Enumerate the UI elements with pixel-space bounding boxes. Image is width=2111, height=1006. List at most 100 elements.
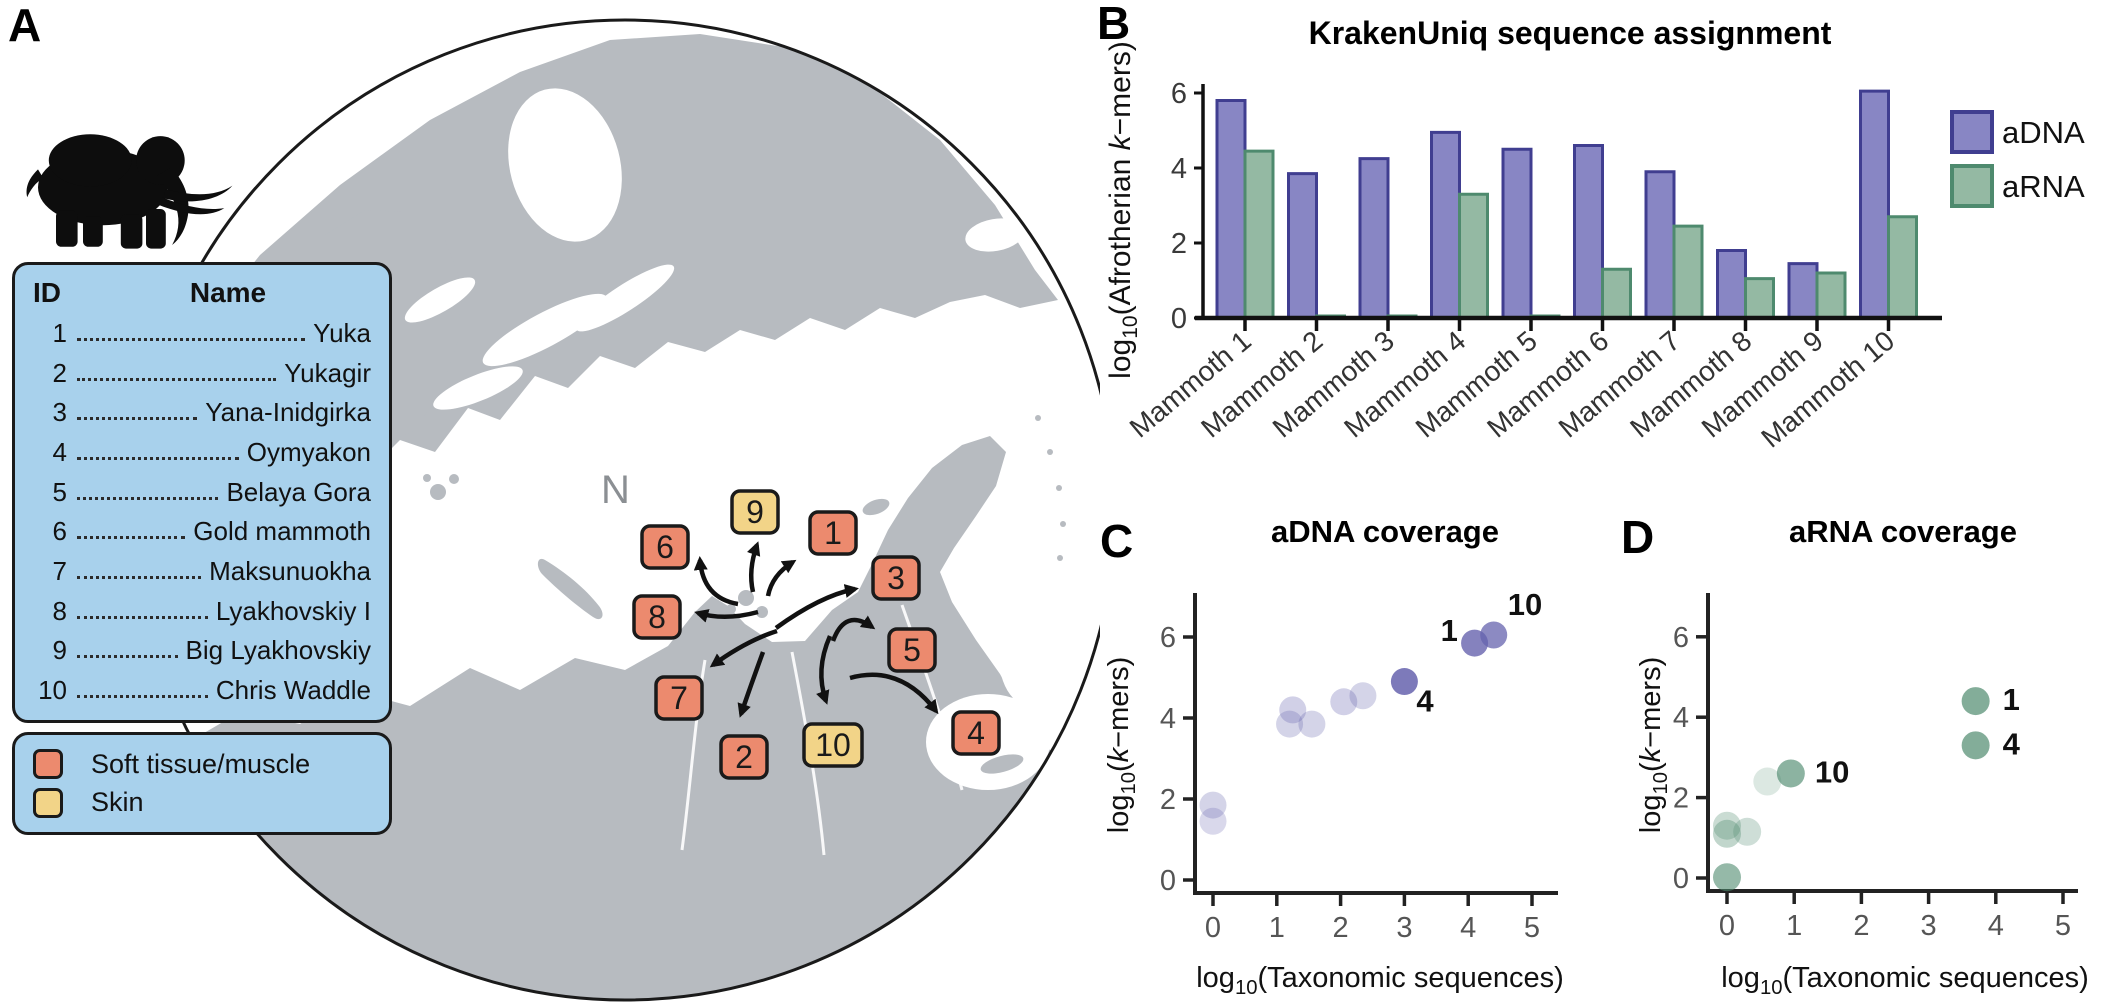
- scatter-y-label: log10(k−mers): [1635, 657, 1672, 833]
- scatter-point: [1276, 710, 1304, 738]
- sample-id: 9: [52, 635, 67, 666]
- sample-marker-7: 7: [654, 675, 704, 721]
- id-table-row: 5 Belaya Gora: [33, 479, 371, 505]
- scatter-y-tick: 0: [1673, 863, 1689, 895]
- scatter-x-tick: 1: [1786, 910, 1802, 942]
- scatter-x-label: log10(Taxonomic sequences): [1196, 962, 1564, 999]
- scatter-point: [1776, 759, 1805, 788]
- tissue-legend-row: Soft tissue/muscle: [33, 749, 371, 780]
- map-arrow: [737, 651, 766, 718]
- scatter-point: [1713, 863, 1741, 892]
- bar-arna-8: [1744, 277, 1775, 320]
- map-arrow: [849, 672, 939, 715]
- scatter-y-tick: 0: [1160, 865, 1176, 897]
- legend-swatch-adna: [1950, 110, 1994, 154]
- tissue-label: Skin: [91, 787, 144, 818]
- id-table-header: ID Name: [33, 277, 371, 309]
- bar-arna-6: [1601, 267, 1632, 320]
- tissue-label: Soft tissue/muscle: [91, 748, 311, 779]
- scatter-x-tick: 4: [1460, 912, 1476, 944]
- sample-marker-4: 4: [951, 710, 1001, 756]
- id-header: ID: [33, 277, 61, 308]
- soft-swatch: [33, 749, 63, 780]
- bar-arna-7: [1672, 224, 1704, 320]
- svg-text:8: 8: [648, 599, 666, 635]
- scatter-x-tick: 3: [1396, 912, 1412, 944]
- scatter-title: aDNA coverage: [1271, 514, 1499, 549]
- sample-name: Yuka: [313, 317, 371, 348]
- dot-leader: [77, 655, 178, 659]
- sample-marker-1: 1: [808, 510, 858, 556]
- sample-marker-9: 9: [730, 489, 780, 535]
- dot-leader: [77, 695, 208, 699]
- id-table-row: 2 Yukagir: [33, 360, 371, 386]
- id-table-row: 6 Gold mammoth: [33, 518, 371, 544]
- scatter-point: [1349, 682, 1377, 710]
- scatter-point: [1330, 688, 1358, 716]
- point-label-10: 10: [1508, 587, 1542, 622]
- map-arrow: [693, 556, 739, 607]
- sample-name: Lyakhovskiy I: [215, 595, 371, 626]
- sample-id: 3: [52, 397, 67, 428]
- point-label-1: 1: [2003, 682, 2020, 717]
- bar-y-label: log10(Afrotherian k−mers): [1104, 41, 1142, 379]
- scatter-y-label: log10(k−mers): [1103, 657, 1140, 833]
- bar-y-tick: 0: [1171, 303, 1187, 335]
- map-arrow: [765, 559, 797, 597]
- scatter-x-tick: 5: [2055, 910, 2071, 942]
- scatter-x-tick: 3: [1921, 910, 1937, 942]
- bar-adna-8: [1716, 249, 1747, 320]
- scatter-x-label: log10(Taxonomic sequences): [1721, 962, 2089, 999]
- arna-coverage-scatter: aRNA coverage 0 1 2 3 4 5 0 2 4 6 log10(Taxonomic s…: [1635, 514, 2089, 999]
- svg-text:7: 7: [670, 680, 688, 716]
- id-table-row: 10 Chris Waddle: [33, 677, 371, 703]
- bar-series: [1215, 89, 1918, 320]
- sample-marker-8: 8: [632, 594, 682, 640]
- bar-arna-1: [1243, 149, 1275, 320]
- scatter-y-tick: 6: [1160, 622, 1176, 654]
- panel-label-d: D: [1621, 511, 1655, 563]
- scatter-x-tick: 2: [1333, 912, 1349, 944]
- svg-text:6: 6: [656, 529, 674, 565]
- scatter-point: [1480, 621, 1508, 649]
- point-label-10: 10: [1815, 754, 1849, 789]
- bar-legend: aDNA aRNA: [1950, 110, 2085, 208]
- sample-id: 4: [52, 436, 67, 467]
- svg-text:4: 4: [967, 715, 985, 751]
- panel-label-b: B: [1097, 0, 1131, 49]
- dot-leader: [77, 337, 306, 341]
- krakenuniq-bar-chart: KrakenUniq sequence assignment 0 2 4 6 log10(…: [1104, 15, 2085, 454]
- sample-id: 10: [38, 675, 67, 706]
- bar-y-tick: 6: [1171, 78, 1187, 110]
- sample-id: 5: [52, 476, 67, 507]
- north-label: N: [601, 468, 630, 512]
- tissue-legend: Soft tissue/muscle Skin: [12, 732, 392, 835]
- dispersal-arrows: [693, 541, 939, 718]
- bar-adna-1: [1215, 99, 1247, 320]
- map-arrow: [816, 635, 833, 705]
- sample-name: Maksunuokha: [209, 555, 371, 586]
- id-table-row: 3 Yana-Inidgirka: [33, 399, 371, 425]
- dot-leader: [77, 496, 219, 500]
- svg-text:9: 9: [746, 494, 764, 530]
- skin-swatch: [33, 787, 63, 818]
- id-table-row: 1 Yuka: [33, 320, 371, 346]
- bar-y-tick: 4: [1171, 153, 1187, 185]
- map-arrow: [747, 541, 761, 593]
- scatter-point: [1390, 668, 1418, 696]
- svg-text:10: 10: [815, 727, 851, 763]
- id-table-row: 7 Maksunuokha: [33, 558, 371, 584]
- scatter-y-tick: 2: [1673, 783, 1689, 815]
- sample-marker-10: 10: [802, 722, 864, 768]
- legend-label-arna: aRNA: [2002, 169, 2085, 204]
- sample-name: Chris Waddle: [215, 675, 371, 706]
- scatter-x-tick: 4: [1988, 910, 2004, 942]
- scatter-y-tick: 4: [1673, 702, 1689, 734]
- bar-arna-4: [1458, 192, 1489, 320]
- bar-adna-9: [1787, 262, 1819, 320]
- sample-id: 1: [52, 317, 67, 348]
- scatter-point: [1199, 807, 1227, 835]
- scatter-points: 10 1 4: [1713, 682, 2021, 892]
- dot-leader: [77, 536, 186, 540]
